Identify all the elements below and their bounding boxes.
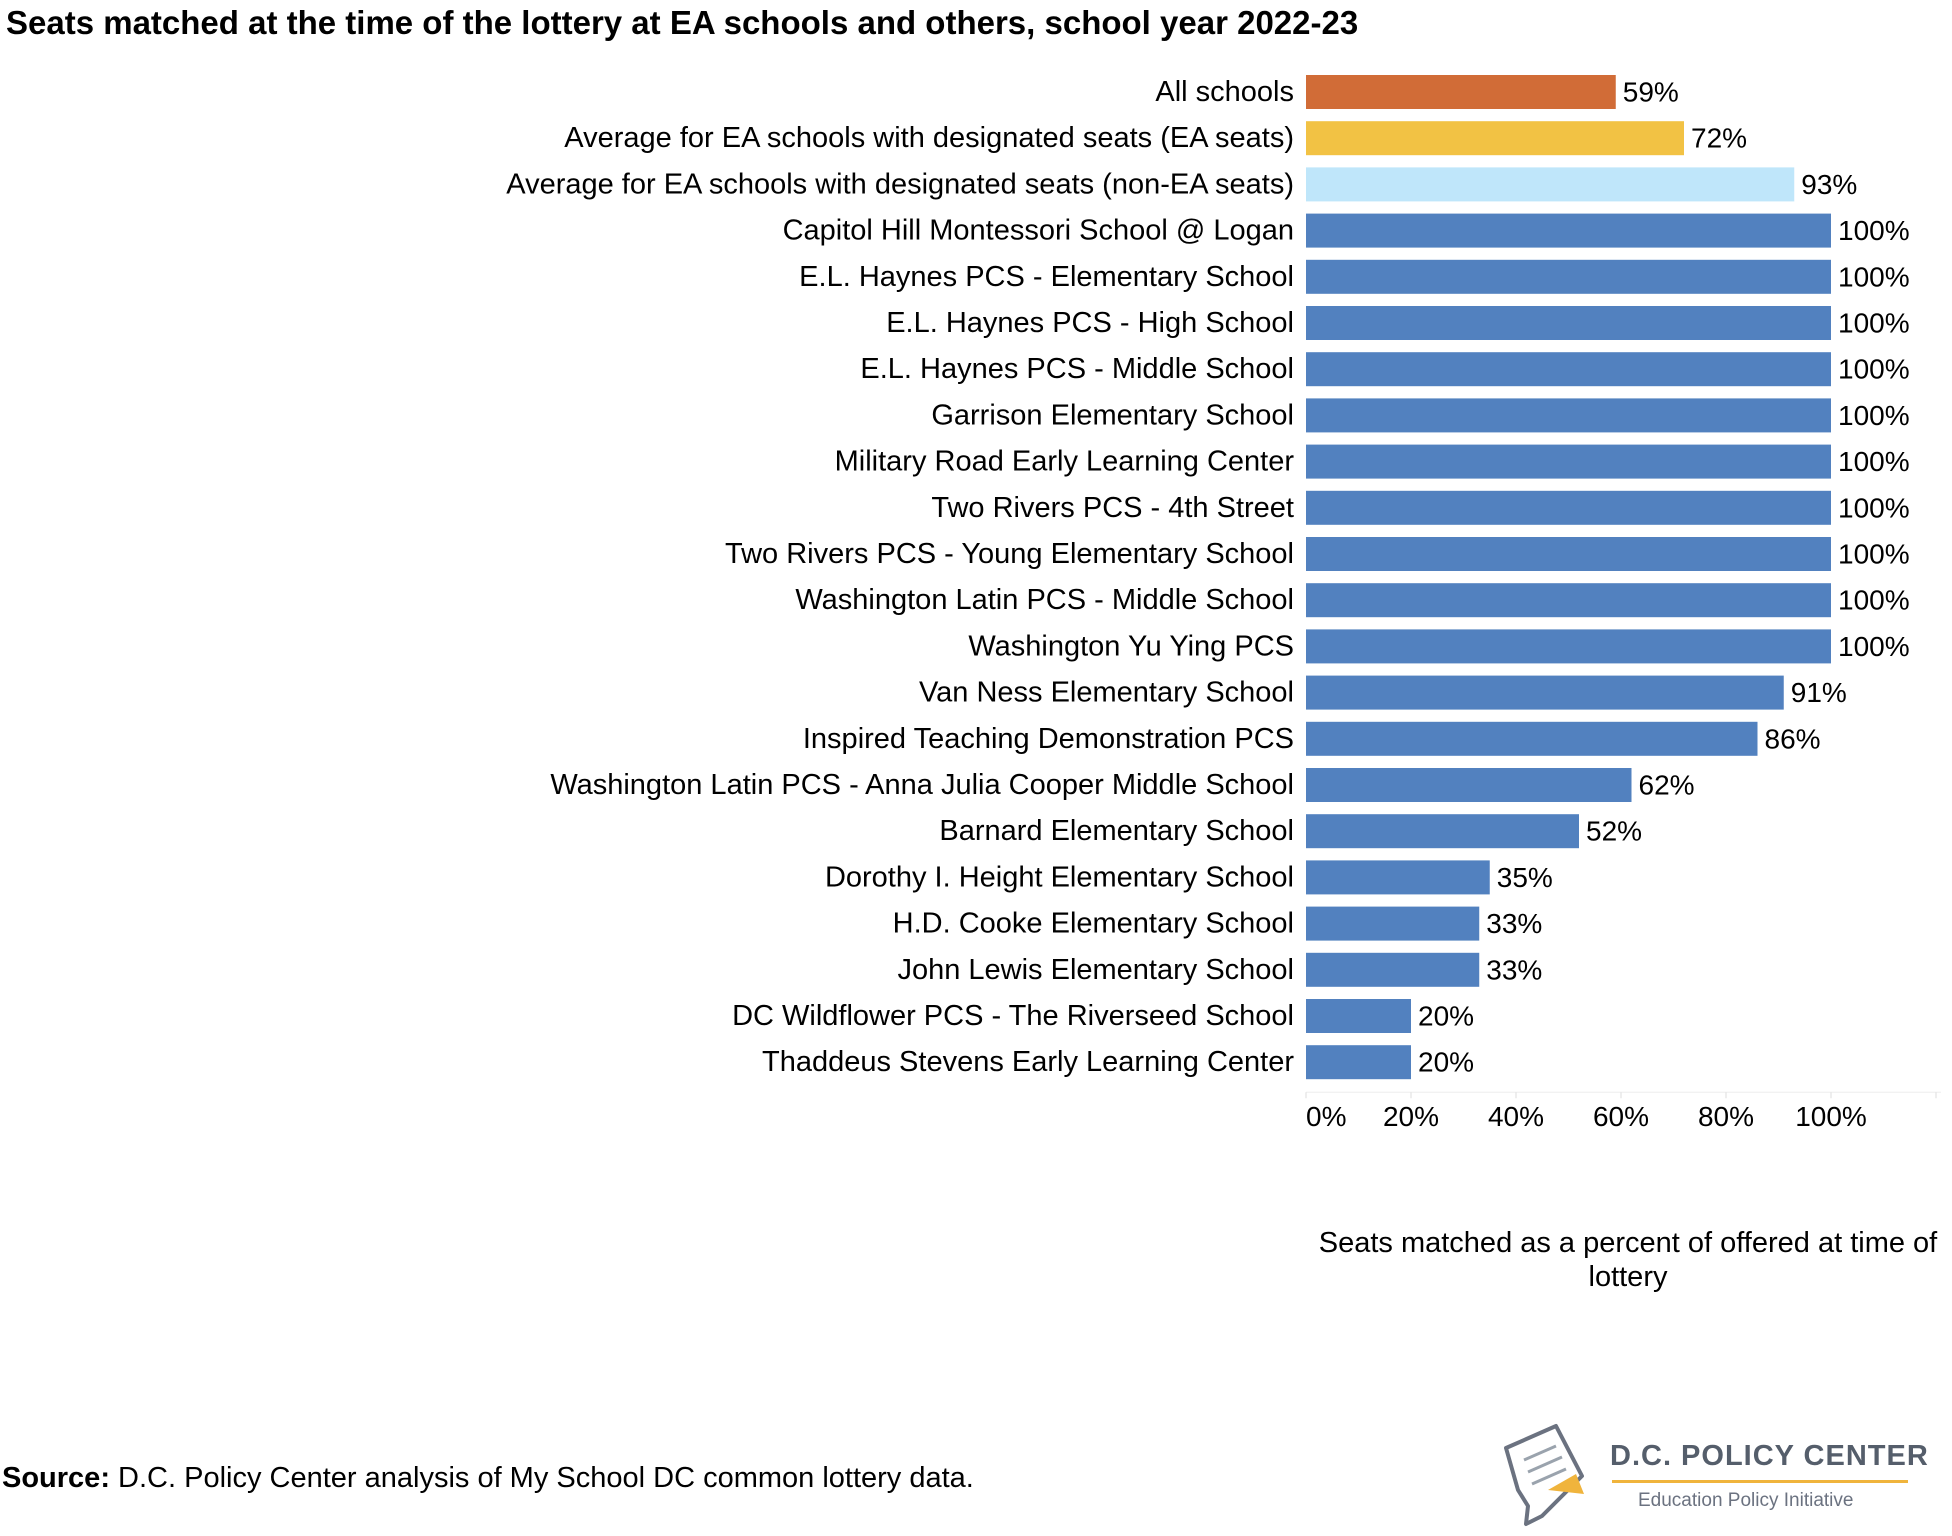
bar [1306,352,1831,387]
category-label: Average for EA schools with designated s… [506,168,1294,200]
category-label: All schools [1155,76,1294,108]
category-label: Two Rivers PCS - Young Elementary School [725,538,1294,570]
bar [1306,75,1616,109]
category-label: Washington Yu Ying PCS [968,630,1294,662]
category-label: John Lewis Elementary School [897,954,1294,986]
value-label: 100% [1838,539,1910,570]
category-label: Van Ness Elementary School [919,677,1294,709]
category-label: Dorothy I. Height Elementary School [825,861,1294,893]
bar [1306,490,1831,525]
value-label: 93% [1801,169,1857,200]
logo-divider [1612,1480,1908,1483]
x-tick-label: 100% [1795,1101,1867,1132]
category-label: Inspired Teaching Demonstration PCS [803,723,1294,755]
value-label: 100% [1838,400,1910,431]
value-label: 62% [1639,770,1695,801]
bar [1306,675,1784,710]
value-label: 100% [1838,354,1910,385]
value-label: 52% [1586,816,1642,847]
x-axis: 0% 20% 40% 60% 80% 100% [1305,1091,1941,1132]
bar [1306,999,1411,1033]
value-label: 91% [1791,677,1847,708]
bar [1306,398,1831,433]
bars-layer: All schools 59% Average for EA schools wit… [506,75,1910,1080]
category-label: E.L. Haynes PCS - High School [886,307,1294,339]
bar [1306,768,1632,802]
x-axis-title: Seats matched as a percent of offered at… [1318,1227,1938,1293]
category-label: E.L. Haynes PCS - Middle School [860,353,1294,385]
bar [1306,1045,1411,1080]
category-label: Washington Latin PCS - Anna Julia Cooper… [550,769,1294,801]
bar [1306,814,1579,849]
bar [1306,860,1490,895]
category-label: Two Rivers PCS - 4th Street [931,492,1294,524]
x-tick-label: 40% [1488,1101,1544,1132]
bar [1306,906,1480,941]
value-label: 33% [1486,954,1542,985]
dc-map-logo-icon [1504,1424,1584,1526]
bar [1306,952,1480,987]
value-label: 100% [1838,446,1910,477]
bar [1306,121,1684,156]
category-label: Washington Latin PCS - Middle School [795,584,1294,616]
value-label: 72% [1691,123,1747,154]
category-label: E.L. Haynes PCS - Elementary School [799,261,1294,293]
x-tick-label: 60% [1593,1101,1649,1132]
bar [1306,583,1831,618]
category-label: DC Wildflower PCS - The Riverseed School [732,1000,1294,1032]
value-label: 35% [1497,862,1553,893]
value-label: 100% [1838,308,1910,339]
logo-subtitle: Education Policy Initiative [1638,1490,1854,1511]
value-label: 20% [1418,1047,1474,1078]
x-tick-label: 80% [1698,1101,1754,1132]
category-label: Thaddeus Stevens Early Learning Center [762,1046,1294,1078]
category-label: Capitol Hill Montessori School @ Logan [783,215,1294,247]
value-label: 100% [1838,215,1910,246]
source-text: D.C. Policy Center analysis of My School… [109,1462,974,1494]
bar [1306,213,1831,248]
bar [1306,629,1831,664]
source-label: Source: [2,1462,110,1494]
value-label: 59% [1623,77,1679,108]
value-label: 100% [1838,631,1910,662]
value-label: 33% [1486,908,1542,939]
dc-policy-center-logo: D.C. POLICY CENTER Education Policy Init… [1498,1420,1928,1530]
bar [1306,306,1831,340]
category-label: Barnard Elementary School [939,815,1294,847]
category-label: H.D. Cooke Elementary School [893,908,1294,940]
x-tick-label: 20% [1383,1101,1439,1132]
bar [1306,537,1831,571]
chart-title: Seats matched at the time of the lottery… [6,4,1359,41]
source-note: Source: D.C. Policy Center analysis of M… [2,1462,974,1495]
value-label: 100% [1838,585,1910,616]
category-label: Average for EA schools with designated s… [564,122,1294,154]
value-label: 100% [1838,492,1910,523]
logo-name: D.C. POLICY CENTER [1610,1440,1929,1472]
bar [1306,167,1795,202]
bar [1306,444,1831,479]
bar [1306,259,1831,294]
category-label: Garrison Elementary School [931,399,1294,431]
value-label: 20% [1418,1001,1474,1032]
bar [1306,721,1758,756]
x-tick-label: 0% [1306,1101,1346,1132]
category-label: Military Road Early Learning Center [835,446,1295,478]
value-label: 100% [1838,261,1910,292]
value-label: 86% [1765,723,1821,754]
